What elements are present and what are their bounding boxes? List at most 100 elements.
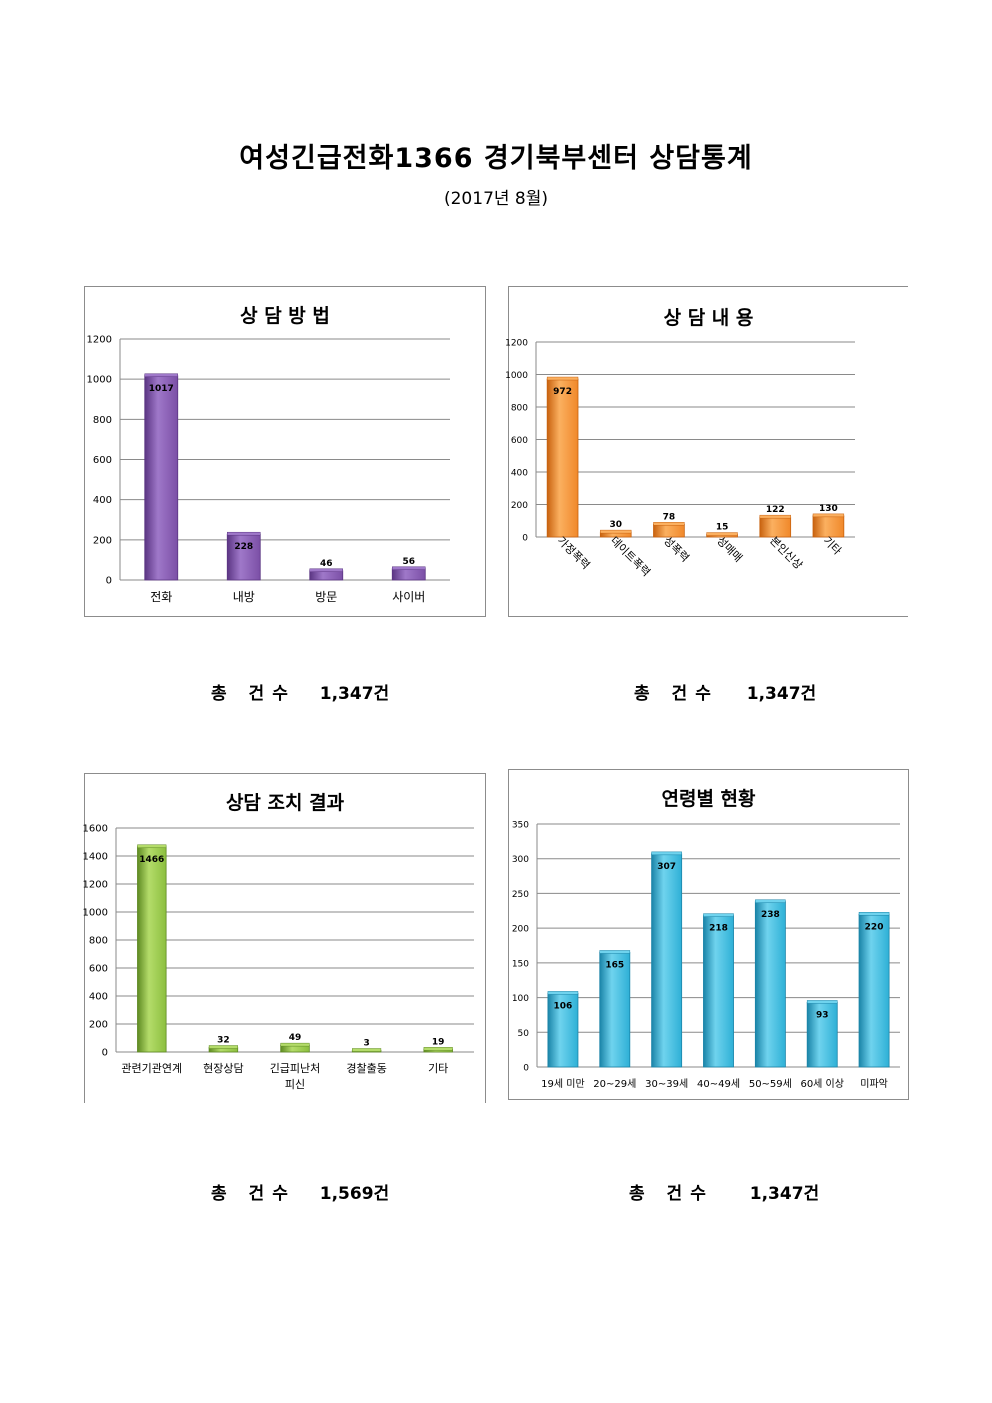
chart-action-result: 상담 조치 결과 0 200 400 600 800 1000 1200 1400 1600 14…	[83, 773, 486, 1103]
data-label: 972	[553, 387, 572, 397]
x-tick-label: 가정폭력	[555, 534, 593, 572]
page-subtitle: (2017년 8월)	[443, 189, 549, 209]
bar-cap	[309, 568, 343, 573]
y-tick-label: 0	[522, 534, 528, 544]
x-tick-label: 방문	[315, 590, 337, 604]
y-tick-label: 300	[512, 855, 529, 865]
total-count-action: 총 건수 1,569건	[211, 1179, 389, 1204]
y-tick-label: 250	[512, 890, 529, 900]
x-tick-label: 성매매	[714, 534, 745, 565]
total-count-content: 총 건수 1,347건	[634, 679, 816, 704]
bar-cap	[706, 532, 738, 536]
data-label: 32	[217, 1036, 230, 1046]
bar-cap	[755, 899, 786, 904]
chart-title: 상 담 방 법	[240, 305, 330, 327]
y-tick-label: 100	[512, 994, 529, 1004]
bar-cap	[208, 1045, 238, 1049]
y-tick-label: 400	[511, 469, 528, 479]
y-tick-label: 50	[518, 1029, 530, 1039]
bar-cap	[600, 529, 632, 534]
x-tick-label: 내방	[233, 590, 255, 604]
y-tick-label: 350	[512, 821, 529, 831]
total-count-age: 총 건수 1,347건	[629, 1179, 819, 1204]
bar	[806, 1002, 838, 1068]
x-tick-label: 30~39세	[645, 1078, 688, 1090]
x-tick-label: 50~59세	[749, 1078, 792, 1090]
x-tick-label: 사이버	[392, 590, 425, 604]
y-tick-label: 800	[511, 404, 528, 414]
y-tick-label: 0	[106, 576, 112, 587]
y-tick-label: 200	[93, 535, 112, 546]
bar	[547, 993, 579, 1068]
chart-plot: 0 200 400 600 800 1000 1200 972 가정폭력 30 데이트폭력 78 성폭력…	[505, 339, 855, 579]
data-label: 218	[709, 924, 728, 934]
data-label: 3	[363, 1039, 369, 1049]
data-label: 220	[865, 922, 884, 932]
y-tick-label: 600	[89, 964, 108, 975]
page-title: 여성긴급전화1366 경기북부센터 상담통계	[239, 143, 753, 174]
bar-cap	[227, 531, 261, 536]
x-tick-label: 현장상담	[203, 1062, 243, 1075]
y-tick-label: 0	[102, 1048, 108, 1059]
y-tick-label: 1400	[83, 852, 108, 863]
chart-consultation-method: 상 담 방 법 0 200 400 600 800 1000 1200 1017 전화 228 내방…	[84, 286, 486, 617]
x-tick-label: 40~49세	[697, 1078, 740, 1090]
chart-plot: 0 200 400 600 800 1000 1200 1017 전화 228 내방 46 방문 56 사이…	[87, 335, 450, 604]
bar-cap	[812, 513, 845, 518]
chart-title: 연령별 현황	[661, 788, 756, 810]
y-tick-label: 600	[511, 436, 528, 446]
y-tick-label: 1200	[87, 335, 112, 346]
total-value: 1,347건	[319, 684, 390, 704]
y-tick-label: 400	[93, 495, 112, 506]
data-label: 307	[657, 862, 676, 872]
total-count-method: 총 건수 1,347건	[211, 679, 389, 704]
x-tick-label: 60세 이상	[800, 1078, 844, 1090]
total-value: 1,347건	[749, 1184, 820, 1204]
bar-cap	[651, 851, 682, 856]
chart-title: 상담 조치 결과	[225, 792, 345, 814]
bar	[309, 570, 344, 581]
y-tick-label: 200	[511, 501, 528, 511]
y-tick-label: 0	[523, 1064, 529, 1074]
x-tick-label: 미파악	[860, 1078, 888, 1090]
x-tick-label: 기타	[428, 1062, 448, 1075]
total-value: 1,347건	[746, 684, 817, 704]
x-tick-label: 19세 미만	[541, 1078, 585, 1090]
bar-cap	[280, 1042, 310, 1047]
bar-cap	[423, 1047, 453, 1051]
x-tick-label: 관련기관연계	[121, 1062, 182, 1075]
total-label: 총 건수	[211, 684, 296, 704]
x-tick-label: 전화	[150, 590, 172, 604]
data-label: 1017	[149, 384, 174, 394]
y-tick-label: 600	[93, 455, 112, 466]
data-label: 130	[819, 504, 838, 514]
y-tick-label: 1000	[505, 371, 528, 381]
y-tick-label: 200	[89, 1020, 108, 1031]
chart-title: 상 담 내 용	[663, 307, 754, 329]
bar	[144, 375, 179, 581]
bar	[703, 915, 734, 1068]
y-tick-label: 800	[89, 936, 108, 947]
total-label: 총 건수	[629, 1184, 714, 1204]
chart-plot: 0 200 400 600 800 1000 1200 1400 1600 1466 관련기관연계 3…	[83, 824, 474, 1091]
bar-cap	[392, 566, 426, 571]
bar	[546, 378, 579, 538]
x-tick-label: 기타	[820, 534, 844, 558]
y-tick-label: 1000	[83, 908, 108, 919]
data-label: 122	[766, 505, 785, 515]
y-tick-label: 150	[512, 959, 529, 969]
data-label: 1466	[139, 855, 164, 865]
bar-cap	[759, 514, 791, 519]
bar-cap	[352, 1048, 382, 1052]
data-label: 78	[663, 512, 676, 522]
bar	[391, 568, 426, 581]
bar-cap	[547, 991, 579, 995]
x-tick-label: 본인신상	[767, 534, 805, 572]
data-label: 19	[432, 1037, 445, 1047]
data-label: 93	[816, 1010, 829, 1020]
chart-plot: 0 50 100 150 200 250 300 350 106 19세 미만 165 20~29세 3…	[512, 821, 900, 1090]
y-tick-label: 1000	[87, 375, 112, 386]
data-label: 46	[320, 559, 333, 569]
bar	[226, 533, 261, 581]
data-label: 228	[234, 542, 253, 552]
